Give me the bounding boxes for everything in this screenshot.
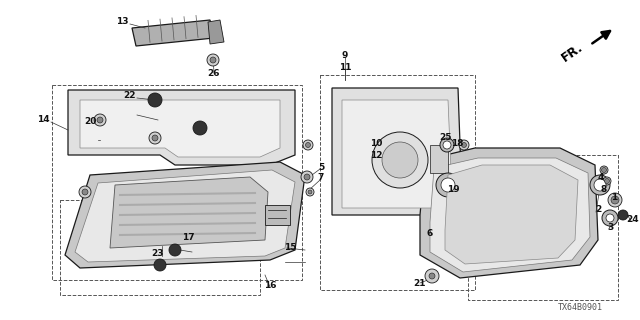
Polygon shape [430,158,590,272]
Circle shape [97,117,103,123]
Circle shape [461,142,467,148]
Circle shape [606,214,614,222]
Text: 12: 12 [370,150,382,159]
Text: 15: 15 [284,244,296,252]
Text: 8: 8 [601,186,607,195]
Text: 24: 24 [627,215,639,225]
Circle shape [79,186,91,198]
Polygon shape [332,88,462,215]
Text: 21: 21 [413,278,426,287]
Polygon shape [342,100,452,208]
Circle shape [443,141,451,149]
Circle shape [602,210,618,226]
Bar [430,145,448,173]
Bar [52,85,302,280]
Circle shape [603,177,611,185]
Text: FR.: FR. [559,41,585,65]
Circle shape [169,244,181,256]
Polygon shape [265,205,290,225]
Text: 6: 6 [427,228,433,237]
Text: 17: 17 [182,233,195,242]
Polygon shape [80,100,280,157]
Text: 20: 20 [84,116,96,125]
Circle shape [149,132,161,144]
Circle shape [148,93,162,107]
Text: 16: 16 [264,281,276,290]
Text: 22: 22 [124,92,136,100]
Text: 2: 2 [595,205,601,214]
Circle shape [459,140,469,150]
Text: 18: 18 [451,139,463,148]
Circle shape [602,167,607,172]
Polygon shape [75,170,295,262]
Circle shape [618,210,628,220]
Circle shape [590,175,610,195]
Bar [468,155,618,300]
Bar [320,75,475,290]
Circle shape [594,179,606,191]
Circle shape [605,179,609,183]
Circle shape [600,166,608,174]
Text: 3: 3 [608,222,614,231]
Circle shape [429,273,435,279]
Circle shape [301,171,313,183]
Circle shape [372,132,428,188]
Circle shape [94,114,106,126]
Text: 5: 5 [318,163,324,172]
Circle shape [305,142,310,148]
Circle shape [436,173,460,197]
Text: 9: 9 [342,51,348,60]
Polygon shape [420,148,598,278]
Circle shape [210,57,216,63]
Circle shape [154,259,166,271]
Text: 23: 23 [151,250,163,259]
Text: 25: 25 [439,133,451,142]
Polygon shape [132,20,214,46]
Text: 11: 11 [339,62,351,71]
Circle shape [608,193,622,207]
Text: 4: 4 [598,173,604,182]
Text: 14: 14 [36,116,49,124]
Polygon shape [208,20,224,44]
Circle shape [82,189,88,195]
Text: 26: 26 [208,68,220,77]
Text: 1: 1 [611,193,617,202]
Circle shape [304,174,310,180]
Polygon shape [445,165,578,264]
Bar [60,200,260,295]
Circle shape [152,135,158,141]
Circle shape [193,121,207,135]
Circle shape [441,178,455,192]
Circle shape [611,196,619,204]
Text: 19: 19 [447,186,460,195]
Circle shape [425,269,439,283]
Circle shape [382,142,418,178]
Text: TX64B0901: TX64B0901 [557,303,602,313]
Circle shape [440,138,454,152]
Circle shape [306,188,314,196]
Circle shape [303,140,313,150]
Text: 10: 10 [370,139,382,148]
Circle shape [308,190,312,194]
Circle shape [207,54,219,66]
Polygon shape [65,162,305,268]
Text: 13: 13 [116,18,128,27]
Text: 7: 7 [318,173,324,182]
Polygon shape [68,90,295,165]
Polygon shape [110,177,268,248]
